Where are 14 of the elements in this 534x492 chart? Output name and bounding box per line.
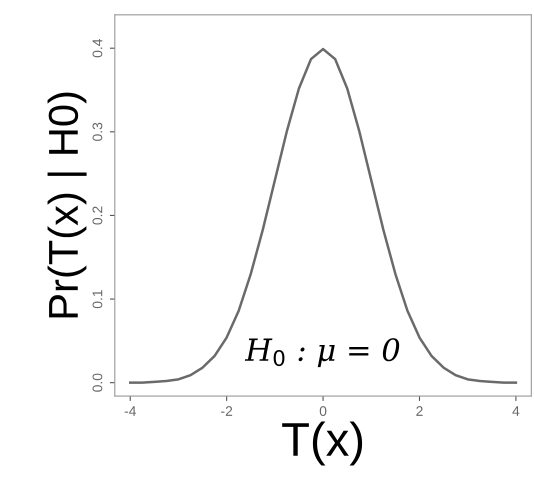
y-axis-title: Pr(T(x) | H0) [48,92,87,318]
x-tick-label: 2 [416,406,423,416]
y-tick-label: 0.2 [92,206,102,225]
x-tick-label: 4 [512,406,520,416]
y-tick-label: 0.4 [92,38,102,58]
annotation: H$_{0}$ : μ = 0 [244,338,400,368]
x-axis-title: T(x) [282,422,362,466]
y-tick-label: 0.1 [92,290,102,308]
x-tick-label: -2 [221,406,232,416]
y-tick-label: 0.3 [92,122,102,141]
y-tick-label: 0.0 [92,374,102,392]
x-tick-label: 0 [320,406,326,416]
x-tick-label: -4 [124,406,136,416]
line-series [128,48,518,384]
